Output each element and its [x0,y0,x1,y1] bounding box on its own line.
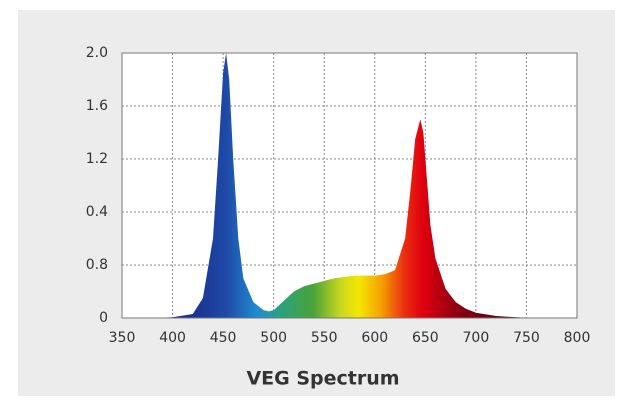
x-tick-label: 600 [361,330,388,346]
y-tick-label: 0 [99,310,108,326]
chart-title: VEG Spectrum [246,368,399,390]
y-tick-label: 1.2 [86,151,108,167]
x-tick-label: 750 [513,330,540,346]
x-tick-label: 800 [564,330,591,346]
spectrum-area [152,53,537,318]
plot-area [122,53,577,318]
x-tick-label: 350 [109,330,136,346]
x-tick-label: 450 [210,330,237,346]
y-tick-label: 2.0 [86,45,108,61]
y-tick-label: 1.6 [86,98,108,114]
y-tick-label: 0.4 [86,204,108,220]
x-tick-label: 650 [412,330,439,346]
x-tick-label: 400 [159,330,186,346]
x-tick-label: 700 [463,330,490,346]
x-tick-label: 500 [260,330,287,346]
x-tick-label: 550 [311,330,338,346]
y-tick-label: 0.8 [86,257,108,273]
plot-border [121,52,578,319]
